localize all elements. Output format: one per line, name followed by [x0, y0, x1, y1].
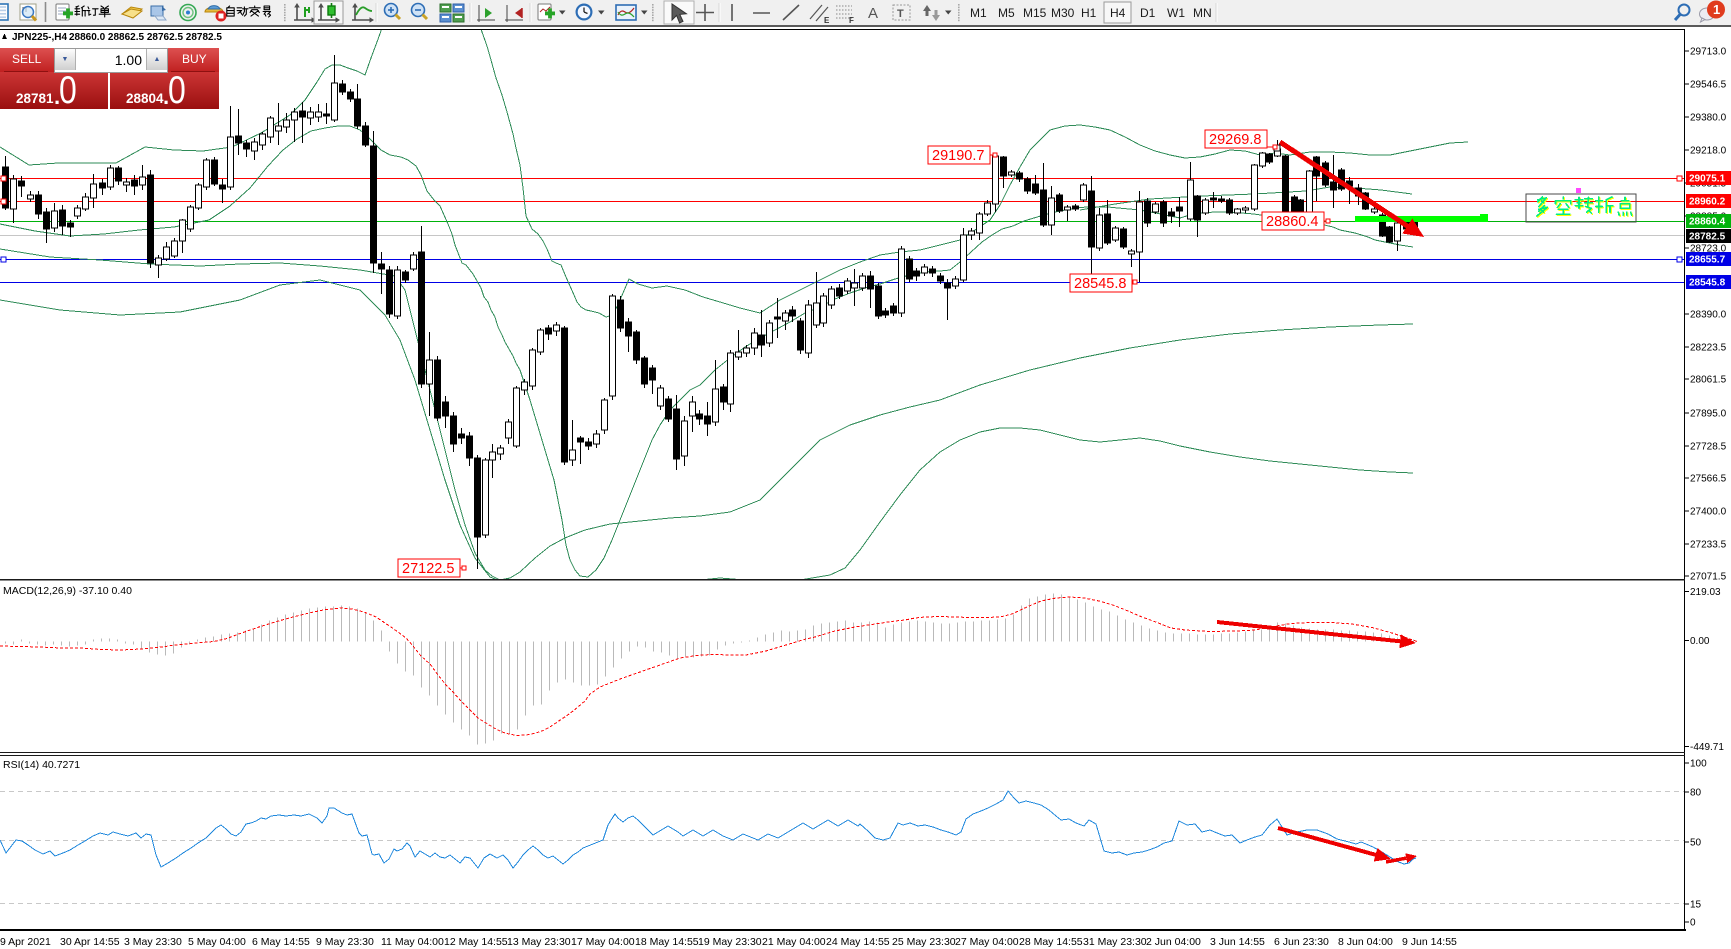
svg-text:29380.0: 29380.0	[1690, 113, 1727, 124]
svg-text:50: 50	[1690, 838, 1702, 849]
svg-text:18 May 14:55: 18 May 14:55	[635, 936, 699, 948]
svg-text:0.00: 0.00	[1690, 636, 1710, 647]
svg-text:28782.5: 28782.5	[1689, 232, 1726, 243]
svg-text:28061.5: 28061.5	[1690, 375, 1727, 386]
svg-text:27071.5: 27071.5	[1690, 572, 1727, 583]
svg-text:27233.5: 27233.5	[1690, 540, 1727, 551]
svg-text:M1: M1	[970, 6, 987, 20]
svg-text:E: E	[824, 16, 830, 25]
svg-text:28390.0: 28390.0	[1690, 310, 1727, 321]
svg-text:0: 0	[1690, 918, 1696, 929]
svg-text:15: 15	[1690, 900, 1702, 911]
svg-text:100: 100	[1690, 759, 1707, 770]
svg-text:JPN225-,H4: JPN225-,H4	[12, 32, 67, 43]
svg-text:27566.5: 27566.5	[1690, 474, 1727, 485]
svg-text:27400.0: 27400.0	[1690, 507, 1727, 518]
svg-text:28 May 14:55: 28 May 14:55	[1019, 936, 1083, 948]
svg-text:29218.0: 29218.0	[1690, 146, 1727, 157]
svg-text:27 May 04:00: 27 May 04:00	[955, 936, 1019, 948]
svg-text:29269.8: 29269.8	[1209, 132, 1261, 148]
svg-text:28860.4: 28860.4	[1266, 214, 1318, 230]
svg-text:1: 1	[1713, 2, 1720, 17]
svg-text:17 May 04:00: 17 May 04:00	[571, 936, 635, 948]
svg-text:-449.71: -449.71	[1690, 742, 1724, 753]
svg-text:21 May 04:00: 21 May 04:00	[762, 936, 826, 948]
svg-text:T: T	[897, 8, 904, 20]
svg-text:9 Jun 14:55: 9 Jun 14:55	[1402, 936, 1457, 948]
svg-text:M5: M5	[998, 6, 1015, 20]
svg-text:3 May 23:30: 3 May 23:30	[124, 936, 182, 948]
svg-text:13 May 23:30: 13 May 23:30	[507, 936, 571, 948]
svg-text:6 Jun 23:30: 6 Jun 23:30	[1274, 936, 1329, 948]
svg-text:H4: H4	[1110, 6, 1126, 20]
svg-text:12 May 14:55: 12 May 14:55	[444, 936, 508, 948]
svg-text:A: A	[868, 5, 878, 22]
svg-text:MACD(12,26,9) -37.10 0.40: MACD(12,26,9) -37.10 0.40	[3, 585, 132, 597]
svg-text:RSI(14) 40.7271: RSI(14) 40.7271	[3, 759, 80, 771]
svg-text:28223.5: 28223.5	[1690, 343, 1727, 354]
svg-text:28723.0: 28723.0	[1690, 244, 1727, 255]
svg-text:3 Jun 14:55: 3 Jun 14:55	[1210, 936, 1265, 948]
svg-text:28655.7: 28655.7	[1689, 255, 1726, 266]
svg-text:9 May 23:30: 9 May 23:30	[316, 936, 374, 948]
svg-text:M30: M30	[1051, 6, 1075, 20]
svg-text:28960.2: 28960.2	[1689, 197, 1726, 208]
svg-text:F: F	[849, 16, 854, 25]
svg-text:8 Jun 04:00: 8 Jun 04:00	[1338, 936, 1393, 948]
svg-text:5 May 04:00: 5 May 04:00	[188, 936, 246, 948]
svg-text:28545.8: 28545.8	[1074, 276, 1126, 292]
svg-text:H1: H1	[1081, 6, 1097, 20]
svg-text:28860.4: 28860.4	[1689, 217, 1726, 228]
svg-text:D1: D1	[1140, 6, 1156, 20]
svg-text:28545.8: 28545.8	[1689, 278, 1726, 289]
svg-text:9 Apr 2021: 9 Apr 2021	[0, 936, 51, 948]
svg-text:24 May 14:55: 24 May 14:55	[826, 936, 890, 948]
svg-text:MN: MN	[1193, 6, 1212, 20]
svg-text:29190.7: 29190.7	[932, 148, 984, 164]
svg-text:30 Apr 14:55: 30 Apr 14:55	[60, 936, 120, 948]
svg-text:6 May 14:55: 6 May 14:55	[252, 936, 310, 948]
svg-text:19 May 23:30: 19 May 23:30	[698, 936, 762, 948]
svg-text:29713.0: 29713.0	[1690, 47, 1727, 58]
svg-text:W1: W1	[1167, 6, 1185, 20]
svg-text:27728.5: 27728.5	[1690, 442, 1727, 453]
svg-text:29075.1: 29075.1	[1689, 174, 1726, 185]
svg-text:31 May 23:30: 31 May 23:30	[1083, 936, 1147, 948]
svg-text:11 May 04:00: 11 May 04:00	[381, 936, 444, 948]
svg-text:27122.5: 27122.5	[402, 561, 454, 577]
svg-text:25 May 23:30: 25 May 23:30	[892, 936, 956, 948]
svg-text:27895.0: 27895.0	[1690, 409, 1727, 420]
svg-text:M15: M15	[1023, 6, 1047, 20]
svg-text:2 Jun 04:00: 2 Jun 04:00	[1146, 936, 1201, 948]
svg-text:28860.0 28862.5 28762.5 28782.: 28860.0 28862.5 28762.5 28782.5	[69, 32, 222, 43]
svg-text:80: 80	[1690, 788, 1702, 799]
svg-text:219.03: 219.03	[1690, 587, 1721, 598]
svg-text:29546.5: 29546.5	[1690, 80, 1727, 91]
